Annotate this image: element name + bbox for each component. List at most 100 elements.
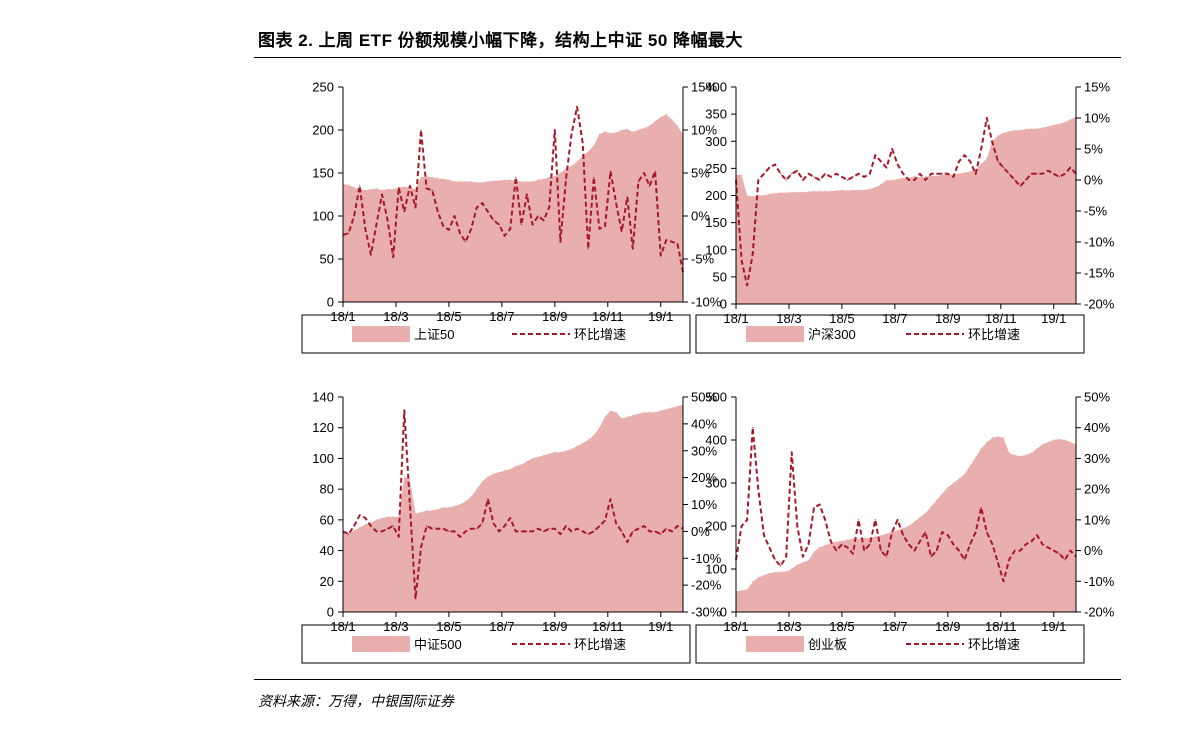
line-point (746, 519, 748, 521)
area-point (941, 493, 943, 495)
x-tick-label: 18/9 (542, 309, 567, 324)
area-point (969, 465, 971, 467)
area-point (359, 526, 361, 529)
line-point (459, 536, 461, 538)
legend-area-label: 上证50 (414, 327, 454, 342)
line-point (515, 530, 517, 532)
area-point (852, 189, 854, 191)
area-point (763, 194, 765, 197)
area-point (835, 190, 837, 192)
area-point (598, 427, 600, 429)
area-point (963, 172, 966, 174)
line-point (520, 224, 522, 226)
line-point (963, 559, 966, 561)
area-point (980, 448, 982, 450)
x-tick-label: 18/9 (935, 311, 960, 326)
area-point (442, 507, 444, 509)
line-point (1014, 179, 1016, 181)
title-divider (254, 57, 1121, 58)
area-point (615, 132, 617, 134)
area-point (1036, 128, 1038, 130)
area-point (980, 163, 982, 165)
area-point (476, 488, 478, 490)
area-point (492, 180, 495, 182)
area-point (763, 574, 765, 576)
area-point (437, 508, 439, 510)
area-point (807, 191, 810, 193)
line-point (880, 550, 882, 552)
area-point (431, 176, 433, 178)
line-point (576, 106, 578, 108)
area-point (813, 551, 815, 553)
line-point (492, 219, 495, 221)
line-point (615, 522, 617, 524)
line-point (813, 507, 815, 509)
line-point (576, 528, 578, 530)
chart-panel-sz50: 0 50 100 150 200 250 -10% -5% 0% 5% 10% 15% 18/1 18/3… (301, 80, 722, 354)
line-point (375, 530, 377, 532)
x-tick-label: 18/1 (330, 619, 355, 634)
line-point (791, 451, 793, 453)
area-point (936, 499, 938, 501)
area-point (819, 190, 821, 192)
line-point (414, 598, 417, 600)
line-point (604, 225, 606, 227)
x-tick-label: 18/5 (436, 309, 461, 324)
area-point (570, 165, 573, 167)
area-point (548, 176, 550, 178)
line-point (637, 181, 639, 183)
line-point (420, 546, 422, 549)
area-point (802, 191, 804, 193)
line-point (1042, 543, 1044, 545)
area-point (465, 500, 467, 502)
area-point (576, 445, 578, 447)
line-point (526, 530, 528, 532)
line-point (897, 163, 899, 166)
line-point (952, 543, 954, 545)
area-point (1030, 128, 1032, 130)
line-point (980, 507, 982, 509)
line-point (757, 488, 759, 490)
area-point (660, 410, 662, 412)
area-point (587, 150, 589, 153)
line-point (381, 193, 383, 196)
x-tick-label: 18/7 (489, 619, 514, 634)
area-point (526, 460, 528, 463)
area-point (885, 533, 888, 535)
y-right-tick-label: -30% (691, 605, 722, 620)
area-point (930, 175, 932, 177)
area-point (869, 537, 871, 539)
line-point (802, 556, 804, 558)
y-left-tick-label: 0 (720, 297, 727, 312)
x-tick-label: 18/11 (985, 619, 1017, 634)
line-point (863, 550, 865, 552)
y-right-tick-label: 0% (691, 524, 710, 539)
line-point (604, 520, 606, 522)
area-point (913, 521, 915, 523)
line-point (632, 248, 634, 250)
line-point (924, 179, 927, 181)
y-right-tick-label: -10% (1084, 574, 1115, 589)
area-point (370, 522, 372, 524)
line-point (481, 202, 483, 204)
area-point (509, 468, 511, 470)
line-point (768, 546, 770, 549)
line-point (869, 543, 871, 545)
x-tick-label: 18/3 (383, 619, 408, 634)
area-point (774, 192, 776, 194)
line-point (470, 228, 472, 230)
line-point (1025, 179, 1027, 181)
x-tick-label: 18/1 (723, 619, 748, 634)
line-point (846, 546, 849, 549)
line-series (735, 426, 1077, 583)
area-point (637, 129, 639, 131)
x-tick-label: 18/11 (985, 311, 1017, 326)
line-point (487, 211, 489, 213)
x-tick-label: 18/9 (935, 619, 960, 634)
line-point (626, 541, 628, 543)
line-point (676, 525, 678, 527)
line-point (387, 528, 389, 530)
y-right-tick-label: 10% (1084, 512, 1110, 527)
y-right-tick-label: -10% (1084, 235, 1115, 250)
area-point (375, 187, 377, 190)
